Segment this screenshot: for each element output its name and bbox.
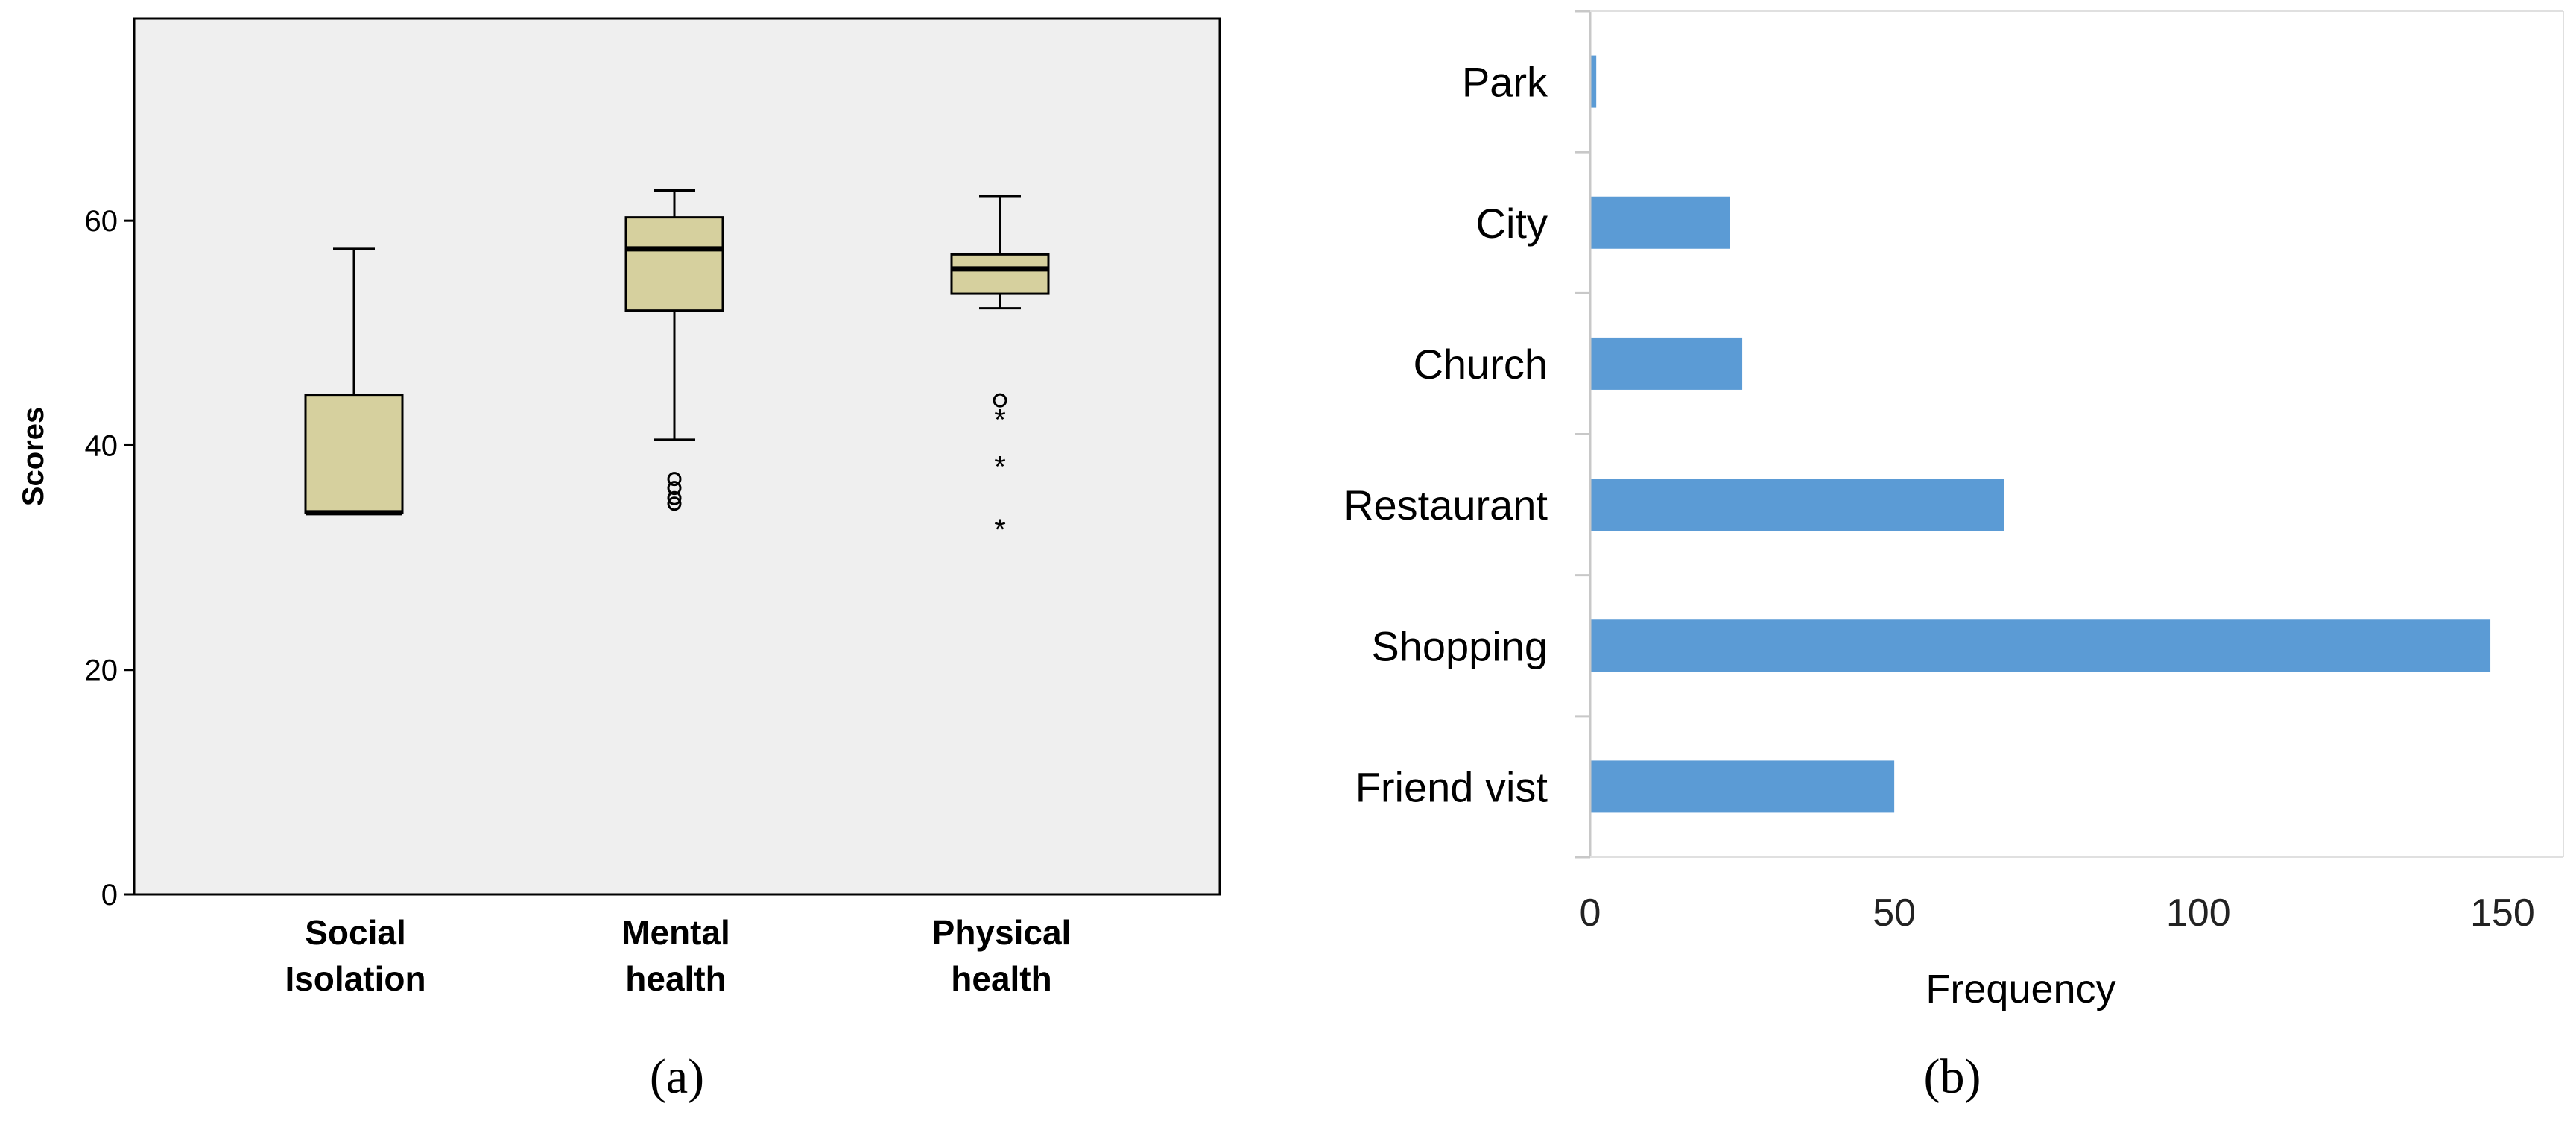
- outlier-point: [667, 472, 682, 487]
- bar-chart-x-tick-label: 0: [1580, 891, 1601, 935]
- bar-restaurant: [1590, 479, 2004, 531]
- outlier-point: [667, 481, 682, 496]
- boxplot-y-tick-label: 0: [101, 879, 118, 912]
- box-2: [624, 189, 724, 511]
- bar-chart-category-label: Restaurant: [1344, 482, 1548, 528]
- bar-friend-vist: [1590, 760, 1895, 813]
- boxplot-axes: 0 20 40 60 Social Isolation Mental health Physic…: [85, 205, 1072, 998]
- bar-chart-x-tick-label: 100: [2166, 891, 2231, 935]
- boxplot-category-label: health: [951, 959, 1051, 998]
- bar-chart-category-label: Shopping: [1371, 622, 1548, 669]
- panel-label-a: (a): [650, 1049, 704, 1104]
- boxplot-y-tick-label: 40: [85, 429, 118, 462]
- bar-church: [1590, 337, 1743, 390]
- boxplot-category-label: health: [625, 959, 726, 998]
- bar-chart-x-tick-label: 150: [2470, 891, 2535, 935]
- bar-chart-x-axis-label: Frequency: [1925, 967, 2115, 1011]
- bar-chart-panel: Park City Church Restaurant Shopping Friend v…: [1344, 10, 2564, 1104]
- bar-chart-axes: Park City Church Restaurant Shopping Friend v…: [1344, 10, 2564, 935]
- box-3: * * *: [950, 195, 1050, 546]
- bar-park: [1590, 55, 1597, 108]
- boxplot-category-label: Physical: [932, 913, 1072, 952]
- boxplot-panel: * * * 0 20 40 60 Social Isolation Mental health Ph…: [17, 17, 1221, 1104]
- boxplot-plot-area: [133, 17, 1221, 896]
- bar-chart-x-tick-label: 50: [1873, 891, 1916, 935]
- bar-chart-category-label: Friend vist: [1355, 763, 1548, 810]
- boxplot-category-label: Social: [305, 913, 406, 952]
- boxplot-category-label: Isolation: [285, 959, 425, 998]
- bar-city: [1590, 196, 1730, 249]
- box-1: [304, 247, 404, 516]
- boxplot-y-axis-label: Scores: [17, 407, 50, 506]
- boxplot-marks: * * *: [304, 189, 1050, 546]
- outlier-point: [667, 490, 682, 505]
- extreme-point: *: [994, 403, 1006, 436]
- box-iqr: [304, 394, 404, 514]
- bar-chart-category-label: Church: [1413, 341, 1548, 388]
- bar-chart-category-label: Park: [1462, 59, 1548, 106]
- box-iqr: [624, 216, 724, 312]
- extreme-point: *: [994, 514, 1006, 546]
- bar-shopping: [1590, 619, 2491, 672]
- outlier-point: [993, 393, 1007, 408]
- boxplot-y-tick-label: 20: [85, 654, 118, 687]
- outlier-point: [667, 496, 682, 511]
- boxplot-y-tick-label: 60: [85, 205, 118, 238]
- box-iqr: [950, 253, 1050, 295]
- bar-chart-category-label: City: [1476, 200, 1548, 247]
- boxplot-category-label: Mental: [621, 913, 730, 952]
- bar-chart-marks: [1590, 55, 2491, 813]
- extreme-point: *: [994, 451, 1006, 484]
- panel-label-b: (b): [1924, 1049, 1981, 1104]
